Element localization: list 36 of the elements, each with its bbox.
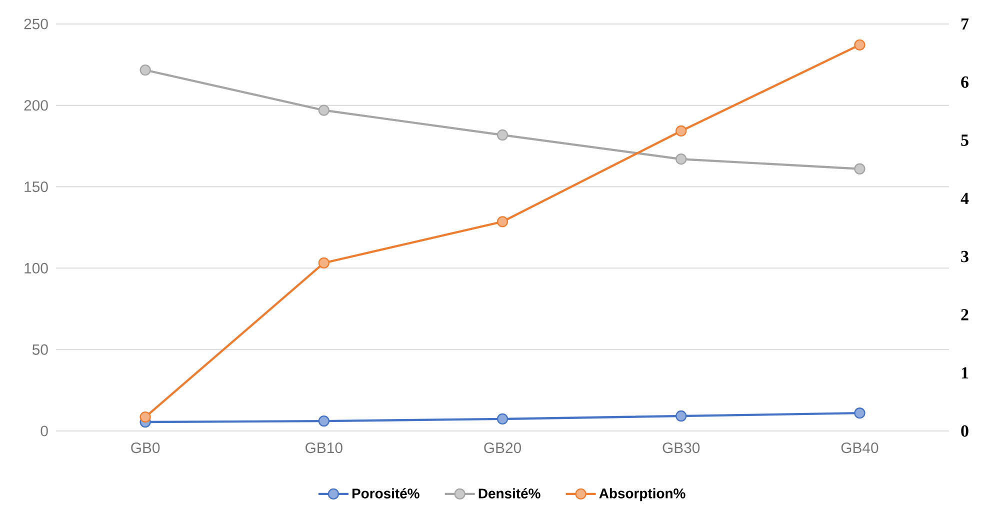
- x-tick-label: GB30: [662, 442, 700, 454]
- point: [140, 411, 151, 423]
- y2-tick-label: 3: [961, 250, 968, 262]
- point: [318, 104, 330, 116]
- point: [676, 410, 687, 422]
- y2-tick-label: 0: [961, 425, 968, 437]
- point: [496, 216, 508, 228]
- legend-label: Densité%: [478, 488, 540, 498]
- y2-tick-label: 7: [962, 18, 969, 30]
- point: [854, 407, 866, 419]
- y2-tick-label: 4: [960, 192, 969, 204]
- y2-tick-label: 5: [961, 134, 968, 146]
- point: [676, 154, 687, 165]
- y2-tick-label: 2: [961, 309, 968, 320]
- point: [318, 415, 330, 427]
- x-tick-label: GB40: [841, 442, 878, 454]
- point: [496, 129, 508, 141]
- y-tick-label: 100: [24, 262, 48, 274]
- x-tick-label: GB20: [484, 442, 522, 454]
- point: [318, 257, 330, 269]
- y-tick-label: 200: [24, 100, 48, 111]
- y-tick-label: 0: [40, 426, 48, 436]
- y-tick-label: 150: [24, 181, 48, 192]
- legend-label: Absorption%: [599, 488, 686, 502]
- point: [140, 64, 151, 76]
- point: [676, 125, 687, 137]
- legend-label: Porosité%: [352, 488, 420, 498]
- y-tick-label: 250: [24, 18, 48, 30]
- x-tick-label: GB0: [131, 442, 160, 454]
- x-tick-label: GB10: [306, 442, 342, 454]
- point: [496, 413, 508, 425]
- point: [854, 163, 866, 174]
- y2-tick-label: 6: [961, 76, 968, 88]
- y-tick-label: 50: [32, 344, 48, 355]
- y2-tick-label: 1: [962, 367, 968, 378]
- point: [854, 39, 866, 50]
